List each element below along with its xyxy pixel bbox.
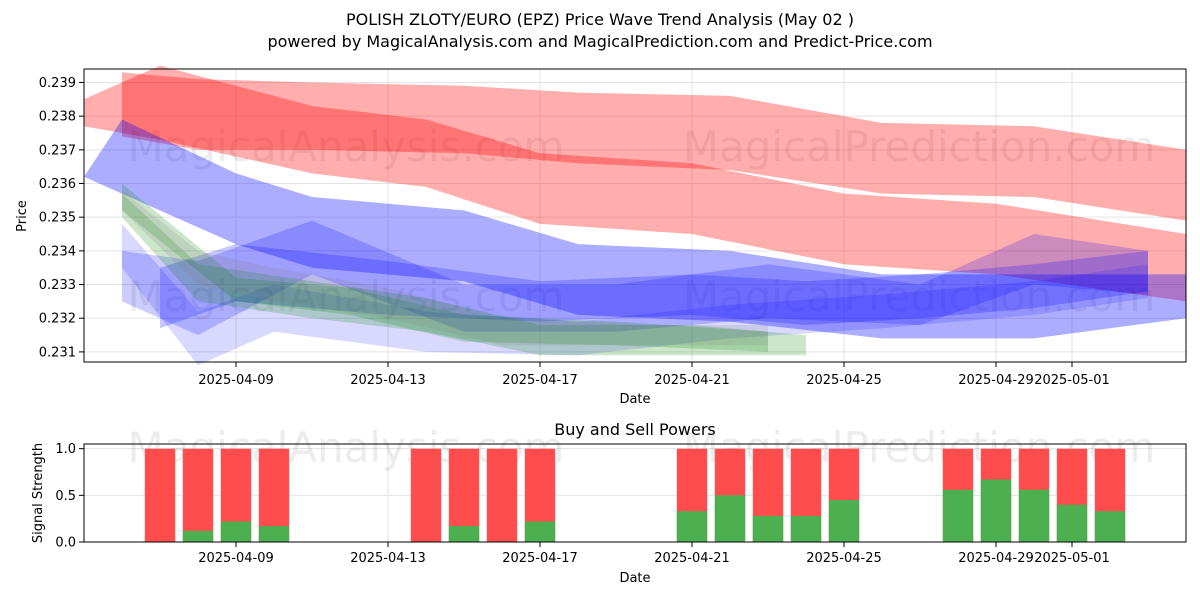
buy-power-bar xyxy=(182,530,214,542)
price-wave-band-7 xyxy=(122,193,806,356)
buy-power-bar xyxy=(448,526,480,542)
price-y-axis-label: Price xyxy=(15,200,30,232)
power-x-tick-label: 2025-04-13 xyxy=(350,551,426,566)
price-y-tick-label: 0.237 xyxy=(39,143,76,158)
power-x-axis-label: Date xyxy=(619,571,650,586)
buy-power-bar xyxy=(1018,489,1050,542)
buy-power-bar xyxy=(258,526,290,542)
buy-power-bar xyxy=(220,521,252,542)
price-watermark-text: MagicalPrediction.com xyxy=(683,122,1156,171)
power-watermarks: MagicalAnalysis.com MagicalPrediction.com xyxy=(128,423,1156,472)
price-x-tick-label: 2025-04-21 xyxy=(654,373,730,388)
price-wave-band-5 xyxy=(122,220,1148,336)
price-y-ticks: 0.231 0.232 0.233 0.234 0.235 0.236 0.237 0.238… xyxy=(39,76,84,360)
sell-power-bar xyxy=(486,448,518,542)
power-plot-frame xyxy=(83,443,1187,543)
price-x-tick-label: 2025-04-29 xyxy=(958,373,1034,388)
power-x-tick-label: 2025-04-09 xyxy=(198,551,274,566)
price-wave-band-6 xyxy=(122,223,1148,366)
price-plot-frame xyxy=(83,68,1187,363)
price-x-tick-label: 2025-04-25 xyxy=(806,373,882,388)
buy-power-bar xyxy=(524,521,556,542)
price-x-tick-label: 2025-05-01 xyxy=(1034,373,1110,388)
power-x-tick-label: 2025-05-01 xyxy=(1034,551,1110,566)
price-y-tick-label: 0.239 xyxy=(39,76,76,91)
price-bands xyxy=(84,65,1186,366)
price-panel: MagicalAnalysis.com MagicalPrediction.com… xyxy=(15,65,1187,407)
price-wave-band-4 xyxy=(160,244,1148,329)
price-x-tick-label: 2025-04-09 xyxy=(198,373,274,388)
buy-power-bar xyxy=(828,500,860,542)
price-y-tick-label: 0.232 xyxy=(39,312,76,327)
power-y-axis-label: Signal Strength xyxy=(31,443,46,543)
price-y-tick-label: 0.231 xyxy=(39,345,76,360)
buy-power-bar xyxy=(942,489,974,542)
price-wave-band-3 xyxy=(84,119,1186,339)
buy-power-bar xyxy=(980,479,1012,542)
power-x-ticks: 2025-04-09 2025-04-13 2025-04-17 2025-04-21… xyxy=(198,542,1110,566)
price-x-ticks: 2025-04-09 2025-04-13 2025-04-17 2025-04-21… xyxy=(198,362,1110,388)
buy-power-bar xyxy=(1094,511,1126,542)
price-y-tick-label: 0.233 xyxy=(39,278,76,293)
price-grid xyxy=(84,69,1186,362)
price-y-tick-label: 0.234 xyxy=(39,244,76,259)
main-chart-subtitle: powered by MagicalAnalysis.com and Magic… xyxy=(267,32,932,51)
price-x-axis-label: Date xyxy=(619,392,650,407)
sell-power-bar xyxy=(410,448,442,542)
price-x-tick-label: 2025-04-13 xyxy=(350,373,426,388)
power-y-tick-label: 0.0 xyxy=(55,536,76,551)
power-y-ticks: 0.0 0.5 1.0 xyxy=(55,442,84,551)
buy-power-bar xyxy=(790,515,822,542)
price-wave-band-8 xyxy=(122,183,768,352)
price-x-tick-label: 2025-04-17 xyxy=(502,373,578,388)
price-y-tick-label: 0.238 xyxy=(39,110,76,125)
sell-power-bar xyxy=(144,448,176,542)
power-x-tick-label: 2025-04-25 xyxy=(806,551,882,566)
buy-power-bar xyxy=(714,495,746,542)
price-wave-band-1 xyxy=(122,72,1186,221)
main-chart-title: POLISH ZLOTY/EURO (EPZ) Price Wave Trend… xyxy=(346,10,854,29)
price-watermarks: MagicalAnalysis.com MagicalPrediction.com… xyxy=(128,122,1156,321)
power-panel: Buy and Sell Powers MagicalAnalysis.com M… xyxy=(31,420,1187,586)
power-chart-title: Buy and Sell Powers xyxy=(554,420,716,439)
price-wave-band-2 xyxy=(84,65,1186,302)
sell-power-bar xyxy=(182,448,214,542)
price-y-tick-label: 0.236 xyxy=(39,177,76,192)
power-bars xyxy=(144,448,1126,542)
power-x-tick-label: 2025-04-17 xyxy=(502,551,578,566)
price-watermark-text: MagicalAnalysis.com xyxy=(128,122,565,171)
price-wave-band-9 xyxy=(122,190,768,346)
price-watermark-text: MagicalAnalysis.com xyxy=(128,272,565,321)
power-y-tick-label: 0.5 xyxy=(55,489,76,504)
buy-power-bar xyxy=(1056,504,1088,542)
buy-power-bar xyxy=(676,511,708,542)
power-x-tick-label: 2025-04-21 xyxy=(654,551,730,566)
buy-power-bar xyxy=(752,515,784,542)
price-y-tick-label: 0.235 xyxy=(39,211,76,226)
price-watermark-text: MagicalPrediction.com xyxy=(683,272,1156,321)
power-y-tick-label: 1.0 xyxy=(55,442,76,457)
power-x-tick-label: 2025-04-29 xyxy=(958,551,1034,566)
